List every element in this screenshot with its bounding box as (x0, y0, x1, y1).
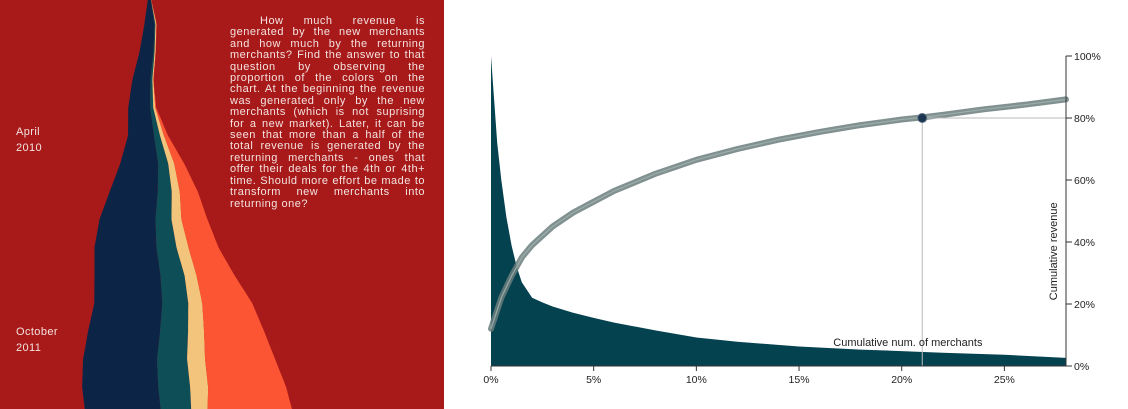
cumulative-revenue-curve (488, 96, 1069, 332)
date-month: October (16, 326, 58, 338)
x-tick-label: 20% (891, 374, 912, 386)
date-month: April (16, 126, 41, 138)
streamgraph (0, 0, 444, 409)
guide-layer (917, 113, 1066, 366)
story-panel: April 2010 October 2011 How much revenue… (0, 0, 444, 409)
y-tick-label: 60% (1074, 175, 1095, 187)
stream-layer-3 (151, 0, 209, 409)
pareto-chart: 0% 5% 10% 15% 20% 25% 0% 20% 40% 60% 80% 100% Cumul… (483, 51, 1100, 386)
cumulative-revenue-curve-highlight (490, 98, 1067, 329)
stream-layer-4 (151, 0, 292, 409)
story-text: How much revenue is generated by the new… (230, 15, 425, 210)
x-tick-label: 5% (586, 374, 601, 386)
y-tick-label: 100% (1074, 51, 1101, 63)
date-year: 2011 (16, 341, 42, 354)
y-tick-label: 0% (1074, 361, 1089, 373)
x-axis-title: Cumulative num. of merchants (833, 337, 983, 349)
x-tick-label: 15% (789, 374, 810, 386)
x-tick-label: 0% (483, 374, 498, 386)
y-tick-label: 20% (1074, 299, 1095, 311)
date-year: 2010 (16, 141, 43, 154)
merchant-distribution-area (491, 56, 1066, 366)
axis-layer: 0% 5% 10% 15% 20% 25% 0% 20% 40% 60% 80% 100% (483, 51, 1100, 386)
area-layer (491, 56, 1066, 366)
x-tick-label: 10% (686, 374, 707, 386)
date-label-start: April 2010 (16, 125, 42, 156)
highlight-point[interactable] (917, 113, 928, 123)
date-label-end: October 2011 (16, 325, 58, 356)
stream-layers (82, 0, 292, 409)
y-axis-title: Cumulative revenue (1048, 202, 1060, 300)
stream-layer-1 (82, 0, 163, 409)
stream-layer-2 (150, 0, 192, 409)
y-tick-label: 80% (1074, 113, 1095, 125)
curve-layer (488, 96, 1069, 332)
x-tick-label: 25% (994, 374, 1015, 386)
y-tick-label: 40% (1074, 237, 1095, 249)
